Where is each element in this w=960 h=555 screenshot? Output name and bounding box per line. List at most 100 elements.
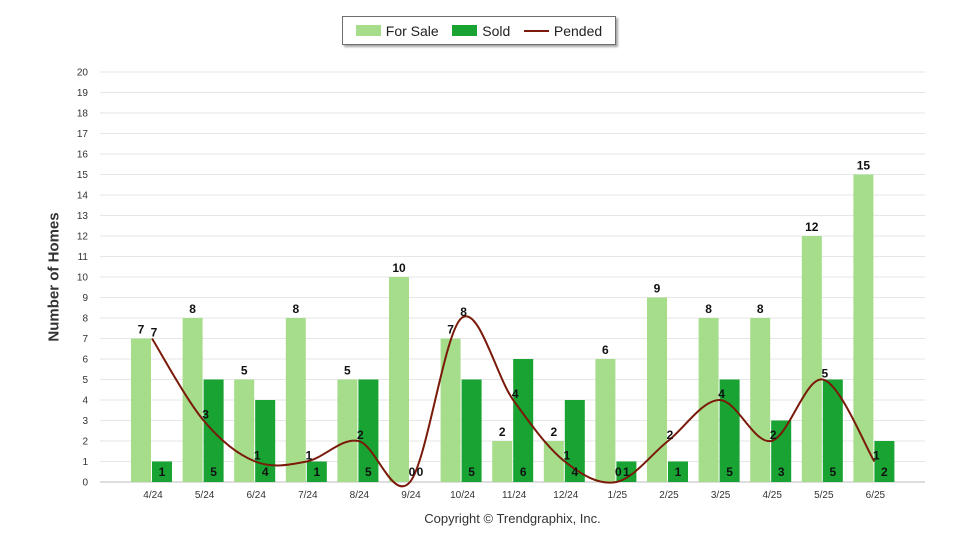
data-label-pended: 1 <box>563 449 570 463</box>
data-label-for-sale: 8 <box>189 302 196 316</box>
data-label-pended: 2 <box>770 428 777 442</box>
y-tick-label: 5 <box>82 375 88 386</box>
data-label-sold: 0 <box>417 465 424 479</box>
bar-for-sale <box>698 318 719 482</box>
y-tick-label: 11 <box>78 252 89 263</box>
x-tick-label: 4/24 <box>143 490 163 501</box>
y-tick-label: 7 <box>82 334 88 345</box>
x-tick-label: 2/25 <box>659 490 679 501</box>
y-tick-label: 17 <box>77 129 89 140</box>
bar-for-sale <box>647 297 667 482</box>
y-tick-label: 13 <box>77 211 89 222</box>
x-tick-label: 9/24 <box>401 490 421 501</box>
data-label-sold: 5 <box>829 465 836 479</box>
bar-sold <box>306 461 327 482</box>
x-tick-label: 4/25 <box>762 490 782 501</box>
data-label-sold: 5 <box>726 465 733 479</box>
bar-sold <box>358 379 379 482</box>
data-label-for-sale: 10 <box>392 261 406 275</box>
bar-sold <box>668 461 688 482</box>
x-tick-label: 10/24 <box>450 490 475 501</box>
data-label-pended: 4 <box>718 387 725 401</box>
legend-swatch-pended <box>523 29 549 32</box>
legend-item-for-sale: For Sale <box>355 22 439 39</box>
bar-sold <box>874 441 895 482</box>
x-tick-label: 7/24 <box>298 490 318 501</box>
x-tick-label: 5/25 <box>814 490 834 501</box>
data-label-for-sale: 9 <box>654 282 661 296</box>
x-tick-label: 11/24 <box>502 490 527 501</box>
x-tick-label: 6/25 <box>866 490 886 501</box>
bar-sold <box>719 379 740 482</box>
data-label-pended: 1 <box>254 449 261 463</box>
bar-sold <box>513 359 534 482</box>
x-tick-label: 6/24 <box>246 490 266 501</box>
data-label-sold: 1 <box>313 465 320 479</box>
bar-for-sale <box>440 338 461 482</box>
y-tick-label: 16 <box>77 150 89 161</box>
y-tick-label: 9 <box>82 293 88 304</box>
data-label-pended: 0 <box>409 465 416 479</box>
data-label-sold: 4 <box>262 465 269 479</box>
x-tick-label: 1/25 <box>608 490 628 501</box>
data-label-sold: 5 <box>210 465 217 479</box>
y-tick-label: 1 <box>82 457 88 468</box>
x-tick-label: 3/25 <box>711 490 731 501</box>
y-tick-label: 12 <box>77 232 89 243</box>
bar-sold <box>822 379 843 482</box>
data-label-pended: 5 <box>821 367 828 381</box>
data-label-pended: 1 <box>305 449 312 463</box>
bar-sold <box>255 400 276 482</box>
data-label-sold: 6 <box>520 465 527 479</box>
data-label-for-sale: 7 <box>447 323 454 337</box>
data-label-pended: 2 <box>667 428 674 442</box>
y-tick-label: 14 <box>77 191 89 202</box>
legend-label-sold: Sold <box>482 22 511 39</box>
data-label-pended: 1 <box>873 449 880 463</box>
data-label-for-sale: 5 <box>241 364 248 378</box>
data-label-sold: 3 <box>778 465 785 479</box>
bar-for-sale <box>750 318 771 482</box>
data-label-pended: 2 <box>357 428 364 442</box>
legend-label-pended: Pended <box>553 22 603 39</box>
data-label-sold: 4 <box>571 465 578 479</box>
data-label-sold: 1 <box>623 465 630 479</box>
data-label-sold: 1 <box>675 465 682 479</box>
y-tick-label: 3 <box>82 416 88 427</box>
bar-sold <box>564 400 585 482</box>
data-label-for-sale: 2 <box>499 425 506 439</box>
data-label-for-sale: 7 <box>138 323 145 337</box>
bar-for-sale <box>801 236 822 482</box>
bar-for-sale <box>492 441 513 482</box>
y-tick-label: 8 <box>82 314 88 325</box>
y-tick-label: 18 <box>77 109 89 120</box>
bar-sold <box>616 461 637 482</box>
data-label-pended: 7 <box>151 326 158 340</box>
legend-item-sold: Sold <box>452 23 510 39</box>
bar-for-sale <box>595 359 616 482</box>
data-label-for-sale: 8 <box>705 302 712 316</box>
data-label-for-sale: 2 <box>550 425 557 439</box>
bar-for-sale <box>182 318 203 482</box>
bar-sold <box>152 461 172 482</box>
data-label-for-sale: 5 <box>344 364 351 378</box>
x-tick-label: 5/24 <box>195 490 215 501</box>
legend-swatch-sold <box>452 25 478 36</box>
legend-item-pended: Pended <box>523 22 603 39</box>
data-label-sold: 2 <box>881 465 888 479</box>
bar-sold <box>771 420 792 482</box>
y-tick-label: 4 <box>82 396 88 407</box>
bar-for-sale <box>543 441 564 482</box>
data-label-pended: 4 <box>512 387 519 401</box>
data-label-for-sale: 6 <box>602 343 609 357</box>
data-label-pended: 0 <box>615 465 622 479</box>
data-label-for-sale: 8 <box>757 302 764 316</box>
data-label-sold: 5 <box>468 465 475 479</box>
bar-sold <box>461 379 482 482</box>
legend-label-for-sale: For Sale <box>385 22 439 39</box>
bar-for-sale <box>853 174 874 482</box>
data-label-pended: 3 <box>202 408 209 422</box>
copyright-text: Copyright © Trendgraphix, Inc. <box>424 511 601 526</box>
legend-swatch-for-sale <box>355 25 381 36</box>
